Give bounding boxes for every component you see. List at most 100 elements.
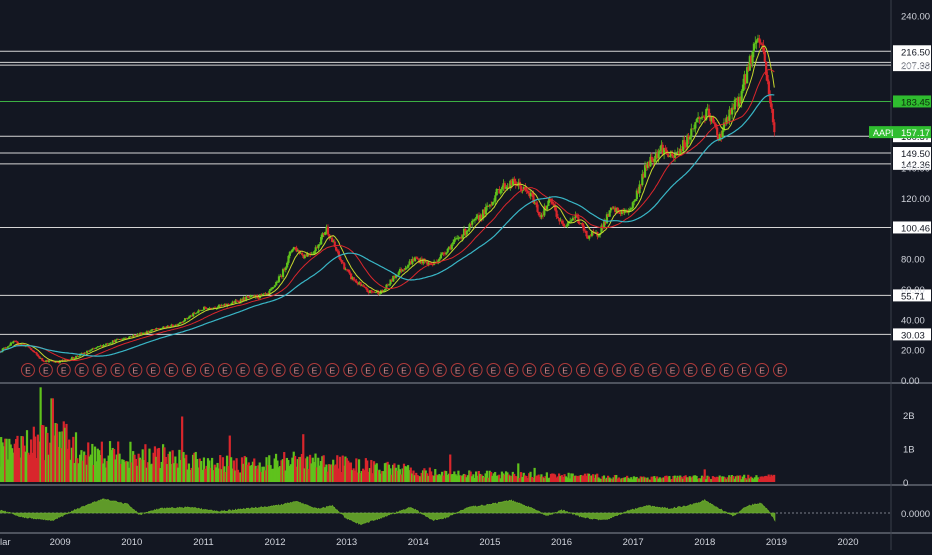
candle-body [113,340,116,343]
volume-bar [261,466,264,482]
candle-body [614,207,617,212]
volume-bar [391,464,395,482]
price-level-label-box [893,221,931,234]
candle-body [286,262,289,268]
volume-bar [91,443,94,482]
candle-body [167,325,170,328]
candle-body [269,289,272,291]
volume-bar [432,475,436,482]
earnings-marker-label: E [759,366,765,376]
candle-body [271,287,274,290]
ma-mid-line [0,68,775,362]
volume-bar [439,475,442,482]
volume-bar [342,465,346,482]
volume-bar [259,472,263,482]
volume-bar [465,477,468,482]
volume-bar [611,479,614,482]
candle-body [656,153,659,158]
candle-body [509,180,512,188]
price-level-label: 207.38 [901,61,930,72]
volume-bar [8,438,11,482]
earnings-marker [56,363,71,377]
volume-bar [340,471,343,482]
symbol-tag-label: AAPL [873,128,896,138]
candle-body [550,199,553,202]
candle-body [503,183,506,189]
volume-bar [518,478,521,482]
earnings-marker [558,363,573,377]
candle-body [83,352,86,354]
volume-bar [2,446,5,482]
volume-bar [412,470,415,482]
candle-body [145,331,149,333]
price-tick-label: 240.00 [901,12,930,23]
earnings-marker-label: E [652,366,658,376]
volume-bar [103,458,106,482]
time-tick-label: 2018 [694,537,715,548]
time-tick-label: 2011 [193,537,213,548]
candle-body [520,186,523,192]
volume-bar [721,476,724,482]
candle-body [765,61,768,75]
volume-bar [251,461,255,482]
volume-bar [164,456,167,482]
volume-bar [650,476,653,482]
earnings-marker [20,363,35,377]
volume-bar [458,475,461,482]
volume-bar [393,463,396,482]
volume-bar [152,452,155,482]
earnings-marker-label: E [616,366,622,376]
candle-body [332,241,335,243]
earnings-marker-label: E [706,366,712,376]
candle-body [713,122,716,124]
volume-bar [492,473,495,482]
candle-body [686,135,689,147]
candle-body [607,214,610,217]
volume-bar [602,475,606,482]
candle-body [106,343,109,345]
candle-body [716,127,719,136]
candle-body [462,228,466,236]
volume-bar [4,438,7,482]
price-level-label: 183.45 [901,97,930,108]
candle-body [698,117,701,119]
volume-bar [338,456,342,482]
volume-bar [172,463,176,482]
candle-body [45,360,48,362]
volume-bar [597,477,600,482]
volume-bar [49,442,52,482]
volume-bar [420,472,423,482]
candle-body [344,269,347,271]
candle-body [496,189,500,190]
volume-bar [438,474,441,482]
volume-bar [166,464,169,482]
volume-bar [454,474,457,482]
volume-bar [258,462,261,482]
volume-bar [495,475,498,482]
volume-bar [310,463,313,482]
volume-bar [402,463,406,482]
volume-bar [363,470,366,482]
candle-body [491,201,494,206]
candle-body [475,217,478,219]
candle-body [266,293,270,295]
time-tick-label: 2020 [837,537,858,548]
volume-bar [500,471,504,482]
volume-bar [513,473,516,482]
candle-body [56,361,59,363]
candle-body [498,189,501,194]
volume-bar [356,472,359,482]
volume-bar [559,475,562,482]
candle-body [299,253,302,254]
candle-body [586,236,589,239]
volume-bar [756,477,759,482]
candle-body [420,258,423,264]
candle-body [648,161,651,167]
volume-bar [352,468,355,482]
volume-bar [205,465,208,482]
volume-bar [193,452,196,482]
candle-body [381,290,384,293]
volume-bar [319,461,323,482]
candle-body [616,207,619,211]
earnings-marker-label: E [294,366,300,376]
